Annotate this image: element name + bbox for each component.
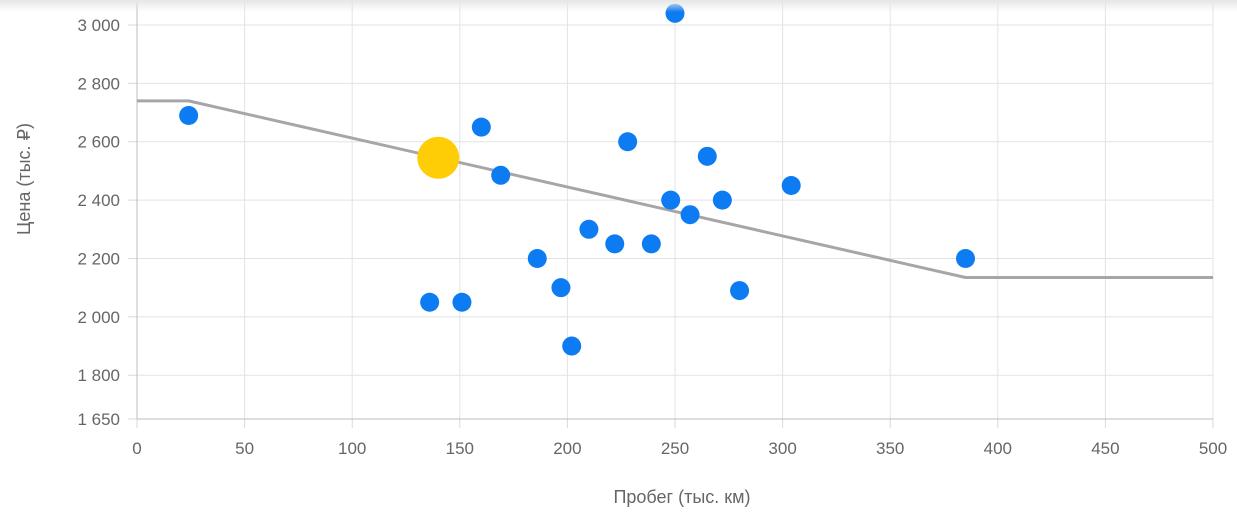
data-point[interactable] [781, 176, 801, 196]
data-point[interactable] [956, 248, 976, 268]
y-axis-title: Цена (тыс. ₽) [14, 123, 34, 235]
x-tick-label: 350 [876, 439, 904, 458]
data-point[interactable] [527, 248, 547, 268]
y-tick-label: 2 200 [77, 249, 120, 268]
data-point[interactable] [452, 292, 472, 312]
data-point[interactable] [665, 3, 685, 23]
data-point[interactable] [551, 278, 571, 298]
x-tick-label: 450 [1091, 439, 1119, 458]
data-point[interactable] [179, 105, 199, 125]
axes [128, 0, 1214, 428]
x-tick-label: 200 [553, 439, 581, 458]
x-axis-title: Пробег (тыс. км) [613, 487, 750, 507]
y-tick-label: 2 600 [77, 133, 120, 152]
data-point[interactable] [618, 132, 638, 152]
x-tick-label: 500 [1199, 439, 1227, 458]
x-tick-label: 250 [661, 439, 689, 458]
data-point[interactable] [579, 219, 599, 239]
tick-labels: 0 50 100 150 200 250 300 350 400 450 500 1 650 1 800… [77, 16, 1227, 458]
highlighted-point[interactable] [417, 136, 460, 179]
trend-line-layer [137, 99, 1213, 279]
data-point[interactable] [471, 117, 491, 137]
data-point[interactable] [420, 292, 440, 312]
y-tick-label: 1 650 [77, 410, 120, 429]
x-tick-label: 400 [984, 439, 1012, 458]
y-tick-label: 2 000 [77, 308, 120, 327]
data-point[interactable] [661, 190, 681, 210]
data-point[interactable] [680, 205, 700, 225]
data-point[interactable] [605, 234, 625, 254]
data-point[interactable] [712, 190, 732, 210]
y-tick-label: 2 800 [77, 74, 120, 93]
x-tick-label: 50 [235, 439, 254, 458]
x-tick-label: 150 [446, 439, 474, 458]
data-point[interactable] [491, 165, 511, 185]
data-point[interactable] [641, 234, 661, 254]
data-point[interactable] [697, 146, 717, 166]
data-point[interactable] [730, 281, 750, 301]
grid [137, 0, 1214, 419]
y-tick-label: 3 000 [77, 16, 120, 35]
trend-line [137, 99, 1213, 279]
x-tick-label: 100 [338, 439, 366, 458]
data-points [179, 3, 976, 356]
x-tick-label: 300 [768, 439, 796, 458]
y-tick-label: 2 400 [77, 191, 120, 210]
x-tick-label: 0 [132, 439, 141, 458]
y-tick-label: 1 800 [77, 366, 120, 385]
data-point[interactable] [562, 336, 582, 356]
